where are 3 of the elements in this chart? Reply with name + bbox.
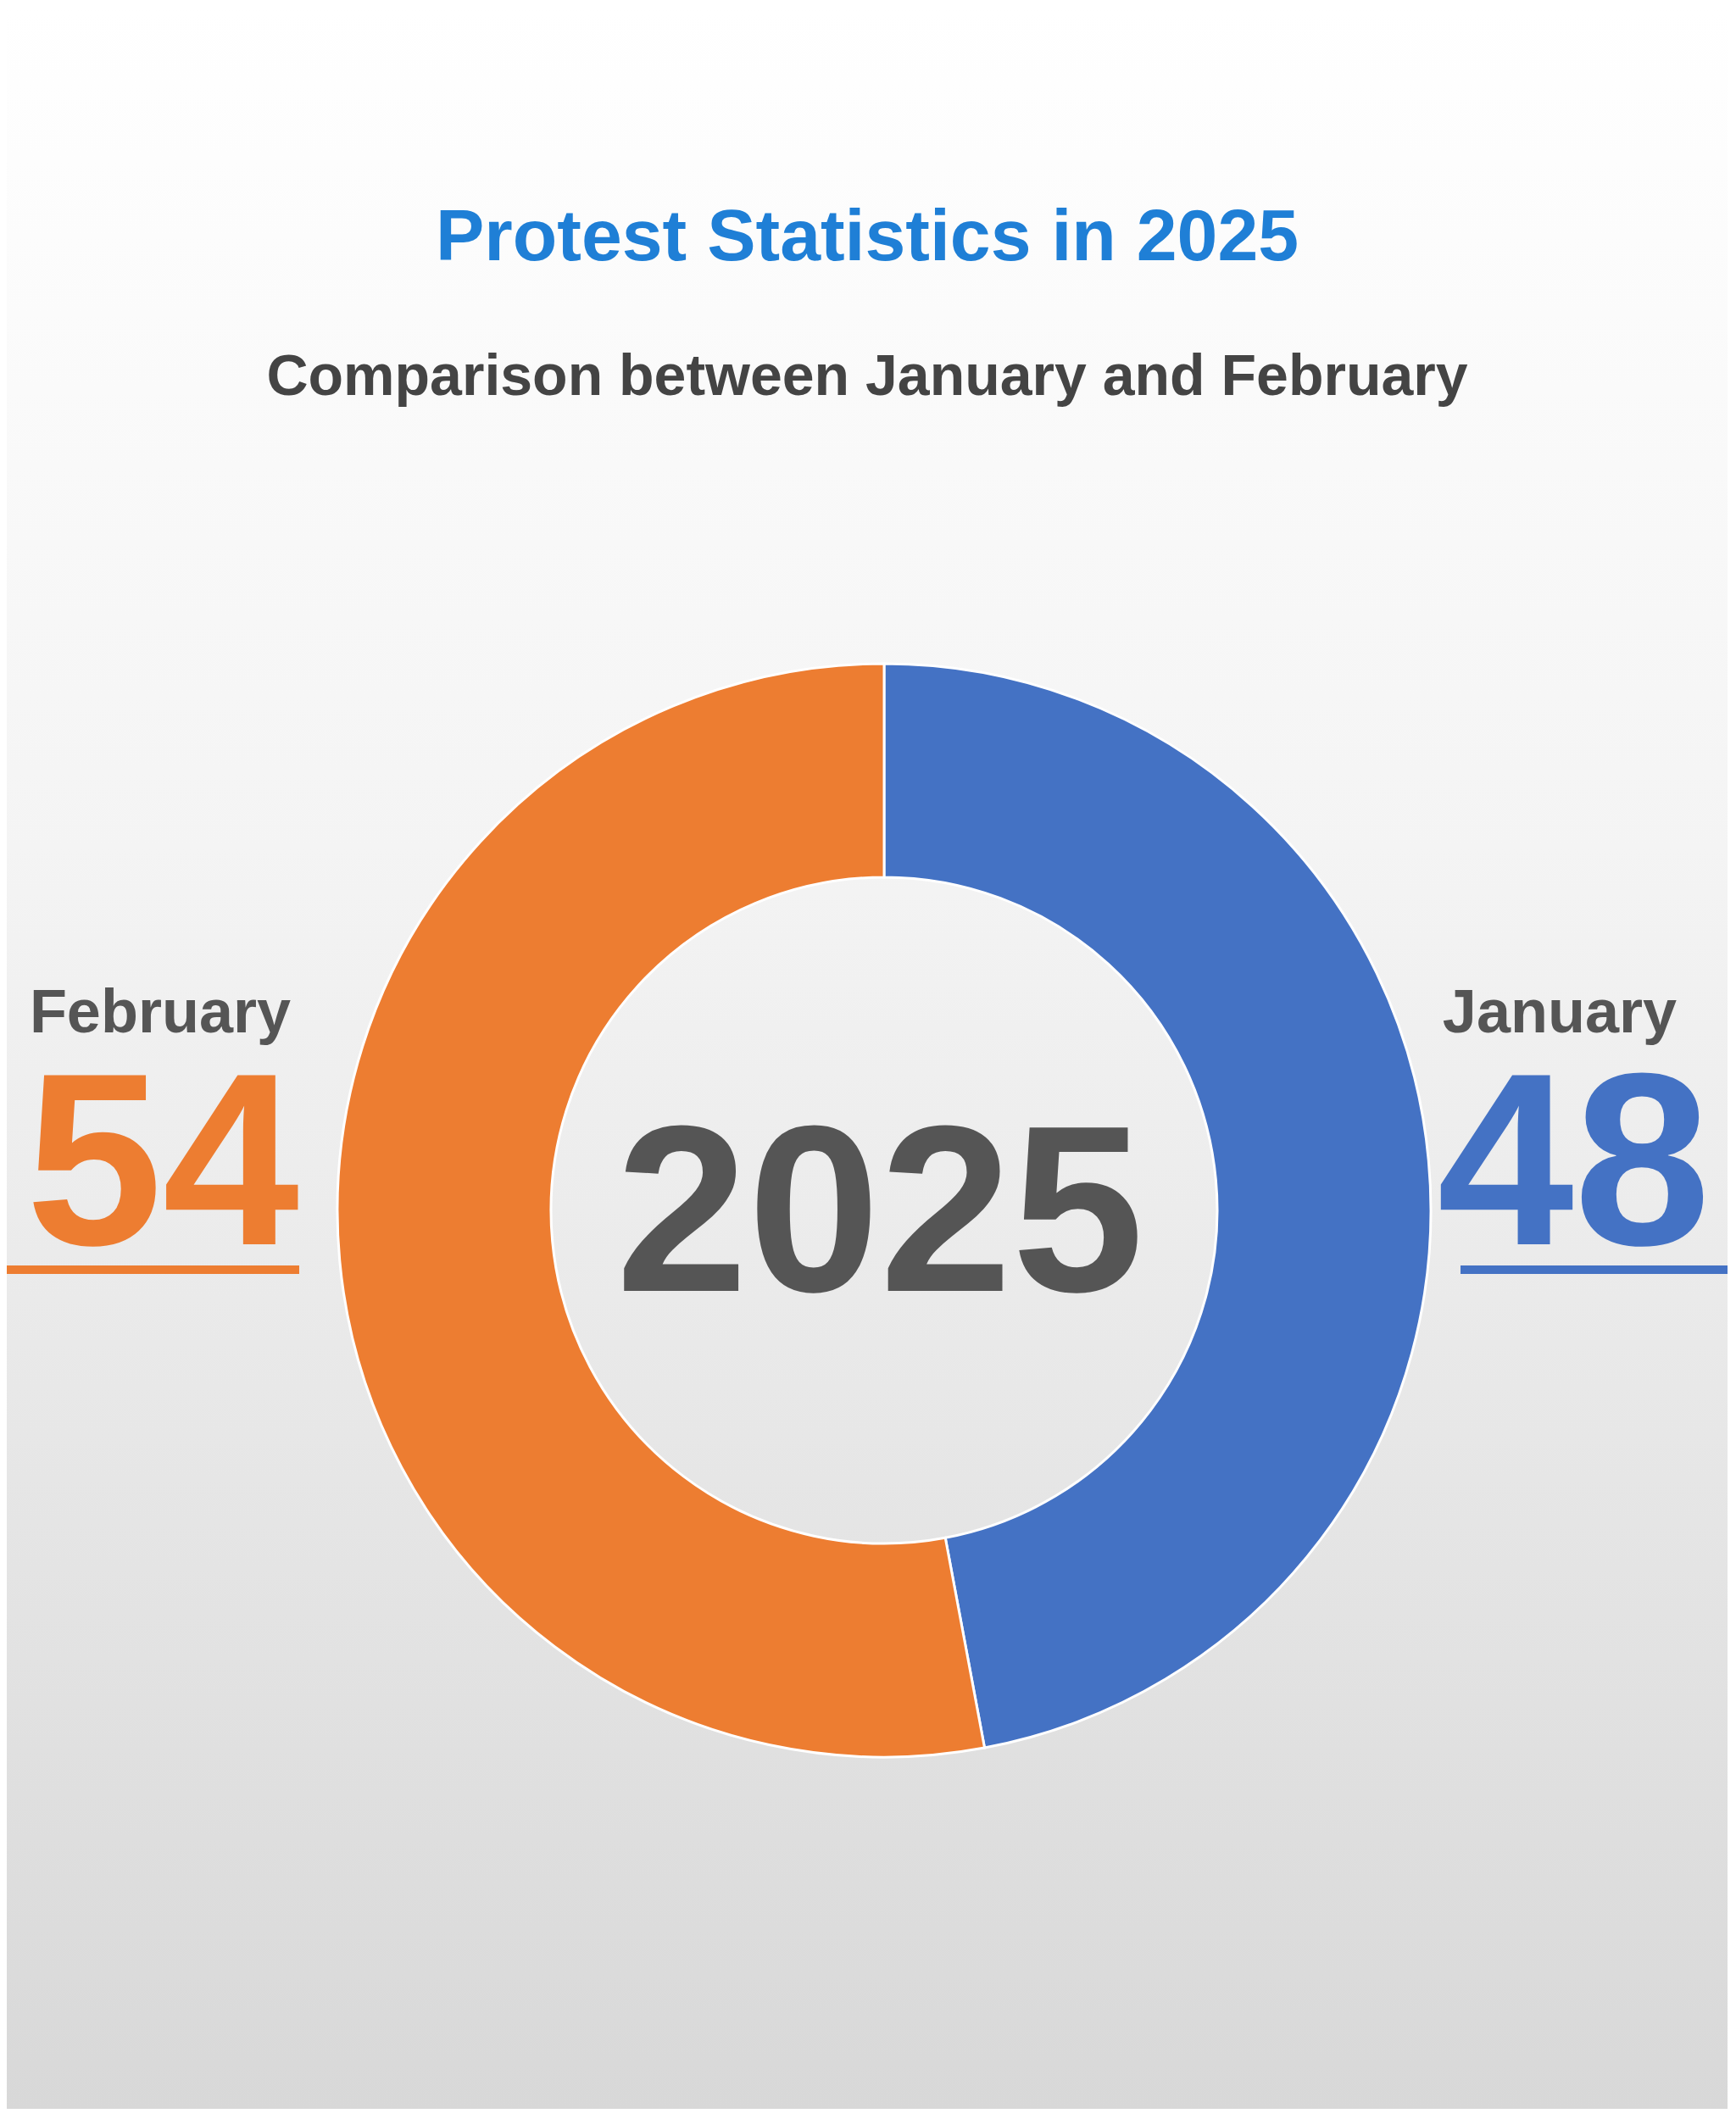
text: 2025	[615, 1076, 1144, 1341]
chart-subtitle: Comparison between January and February	[265, 342, 1469, 408]
chart-title: Protest Statistics in 2025	[434, 193, 1300, 277]
